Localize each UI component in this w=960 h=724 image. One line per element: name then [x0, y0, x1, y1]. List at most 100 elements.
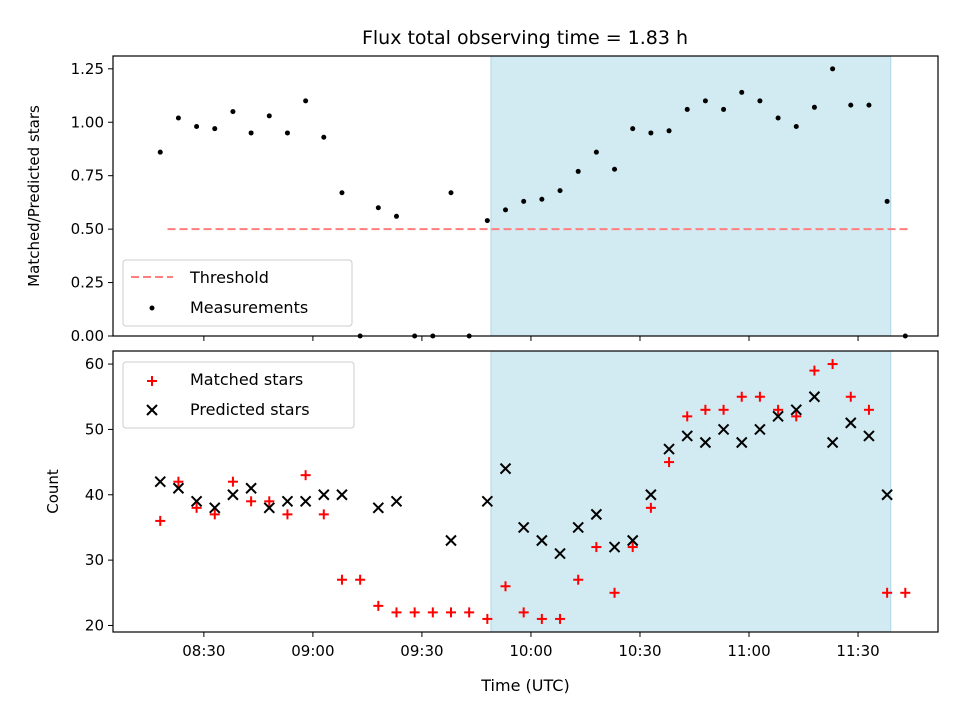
top-y-tick-label: 0.75 — [71, 167, 104, 185]
matched-stars-point — [627, 542, 638, 553]
predicted-stars-point — [736, 436, 748, 449]
measurement-point — [848, 102, 854, 108]
predicted-stars-point — [536, 534, 548, 547]
matched-stars-point — [155, 515, 166, 526]
predicted-stars-point — [717, 423, 730, 436]
matched-stars-point — [482, 613, 493, 624]
matched-stars-point — [318, 509, 329, 520]
top-y-tick-label: 0.00 — [71, 327, 104, 345]
measurement-point — [212, 126, 218, 132]
x-tick-label: 11:30 — [836, 642, 879, 660]
predicted-stars-point — [845, 417, 857, 429]
measurement-point — [375, 205, 381, 211]
bottom-y-tick-label: 20 — [85, 616, 104, 634]
measurement-point — [230, 109, 236, 115]
predicted-stars-point — [499, 462, 512, 475]
predicted-stars-point — [227, 489, 239, 501]
predicted-stars-point — [590, 508, 603, 521]
observing-window-bottom — [490, 350, 892, 633]
x-tick-label: 08:30 — [182, 642, 225, 660]
matched-stars-point — [845, 391, 856, 402]
predicted-stars-point — [263, 502, 275, 514]
matched-stars-point — [173, 476, 184, 487]
measurements-legend-symbol — [149, 305, 155, 311]
predicted-stars-point — [299, 495, 312, 508]
top-plot-frame — [112, 55, 939, 337]
predicted-stars-point — [754, 423, 766, 436]
measurement-point — [666, 128, 672, 134]
matched-stars-point — [300, 470, 311, 481]
x-tick-label: 09:00 — [291, 642, 334, 660]
measurement-point — [393, 213, 399, 219]
matched-stars-point — [773, 404, 784, 415]
matched-stars-point — [209, 509, 220, 520]
matched-stars-point — [609, 587, 620, 598]
predicted-stars-point — [372, 502, 385, 514]
measurement-point — [175, 115, 181, 121]
predicted-stars-point — [336, 489, 348, 501]
predicted-stars-point — [863, 430, 875, 442]
matched-stars-point — [863, 404, 874, 415]
bottom-legend: Matched stars Predicted stars — [122, 361, 355, 429]
x-tick-label: 09:30 — [400, 642, 443, 660]
predicted-stars-point — [190, 495, 203, 508]
predicted-stars-point — [627, 534, 639, 547]
measurement-point — [284, 130, 290, 136]
matched-stars-point — [227, 476, 238, 487]
predicted-stars-point — [808, 391, 821, 403]
x-tick-label: 10:00 — [509, 642, 552, 660]
matched-legend-symbol — [147, 376, 157, 386]
top-y-tick-label: 1.25 — [71, 60, 104, 78]
predicted-stars-point — [663, 443, 675, 455]
bottom-legend-box — [122, 361, 355, 429]
top-axes: 0.00 0.25 0.50 0.75 1.00 1.25 — [71, 55, 939, 345]
matched-stars-point — [645, 502, 656, 513]
matched-stars-point — [427, 607, 438, 618]
predicted-stars-point — [881, 489, 893, 501]
matched-stars-point — [391, 607, 402, 618]
predicted-stars-point — [554, 547, 566, 560]
bottom-plot-marks — [154, 359, 911, 624]
x-tick-label: 11:00 — [727, 642, 770, 660]
predicted-stars-point — [209, 502, 221, 514]
matched-stars-point — [900, 587, 911, 598]
matched-stars-point — [336, 574, 347, 585]
top-y-tick-label: 0.25 — [71, 274, 104, 292]
measurement-point — [757, 98, 763, 104]
chart-title: Flux total observing time = 1.83 h — [362, 27, 688, 49]
matched-stars-point — [573, 574, 584, 585]
bottom-axes: 20 30 40 50 60 08:30 09:00 09:30 10:00 10:30 11:00… — [85, 350, 939, 660]
measurement-point — [157, 149, 163, 155]
measurement-point — [339, 190, 345, 196]
measurement-point — [775, 115, 781, 121]
threshold-legend-label: Threshold — [189, 268, 269, 287]
matched-stars-point — [536, 613, 547, 624]
top-panel: 0.00 0.25 0.50 0.75 1.00 1.25 Matched/Predict… — [25, 55, 939, 345]
predicted-stars-point — [772, 410, 784, 423]
matched-stars-point — [736, 391, 747, 402]
matched-legend-label: Matched stars — [190, 370, 303, 389]
bottom-y-axis-label: Count — [44, 469, 62, 514]
measurement-point — [484, 218, 490, 224]
bottom-y-tick-label: 30 — [85, 551, 104, 569]
bottom-y-tick-label: 60 — [85, 355, 104, 373]
x-axis-label: Time (UTC) — [480, 676, 569, 695]
measurement-point — [539, 196, 545, 202]
matched-stars-point — [282, 509, 293, 520]
matched-stars-point — [682, 411, 693, 422]
predicted-stars-point — [681, 430, 693, 442]
matched-stars-point — [754, 391, 765, 402]
measurement-point — [612, 166, 618, 172]
bottom-plot-frame — [112, 350, 939, 633]
measurement-point — [721, 106, 727, 112]
predicted-stars-point — [572, 521, 584, 534]
top-legend-box — [122, 259, 353, 327]
measurement-point — [739, 89, 745, 95]
predicted-stars-point — [699, 436, 712, 449]
matched-stars-point — [500, 581, 511, 592]
measurement-point — [884, 198, 890, 204]
matched-stars-point — [264, 496, 275, 507]
matched-stars-point — [373, 600, 384, 611]
matched-stars-point — [718, 404, 729, 415]
